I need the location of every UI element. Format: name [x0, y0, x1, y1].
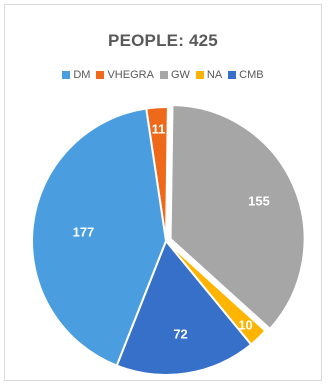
chart-title: PEOPLE: 425 [108, 31, 218, 50]
pie-chart: 11 155 10 72 177 [31, 104, 306, 376]
legend-label-dm: DM [73, 69, 91, 81]
legend-label-vhegra: VHEGRA [107, 69, 154, 81]
legend-swatch-gw [159, 71, 168, 79]
data-label-cmb: 72 [173, 327, 187, 342]
data-label-vhegra: 11 [152, 122, 166, 137]
legend-swatch-dm [62, 71, 71, 79]
legend-item-dm: DM [62, 69, 90, 81]
chart-legend: DM VHEGRA GW NA CMB [5, 69, 321, 81]
legend-label-na: NA [206, 69, 223, 81]
legend-item-cmb: CMB [228, 69, 264, 81]
chart-frame: PEOPLE: 425 DM VHEGRA GW NA CMB 11 155 10 7… [4, 4, 322, 381]
legend-swatch-vhegra [96, 71, 105, 79]
pie-slice-dm [31, 107, 168, 367]
pie-slice-gw [169, 104, 306, 331]
legend-item-gw: GW [159, 69, 190, 81]
legend-label-cmb: CMB [239, 69, 264, 81]
legend-swatch-cmb [228, 71, 237, 79]
data-label-na: 10 [238, 317, 252, 332]
data-label-gw: 155 [248, 193, 270, 208]
legend-swatch-na [195, 71, 204, 79]
pie-slice-cmb [115, 239, 253, 376]
legend-item-vhegra: VHEGRA [96, 69, 154, 81]
legend-item-na: NA [195, 69, 223, 81]
legend-label-gw: GW [170, 69, 190, 81]
data-label-dm: 177 [73, 225, 95, 240]
